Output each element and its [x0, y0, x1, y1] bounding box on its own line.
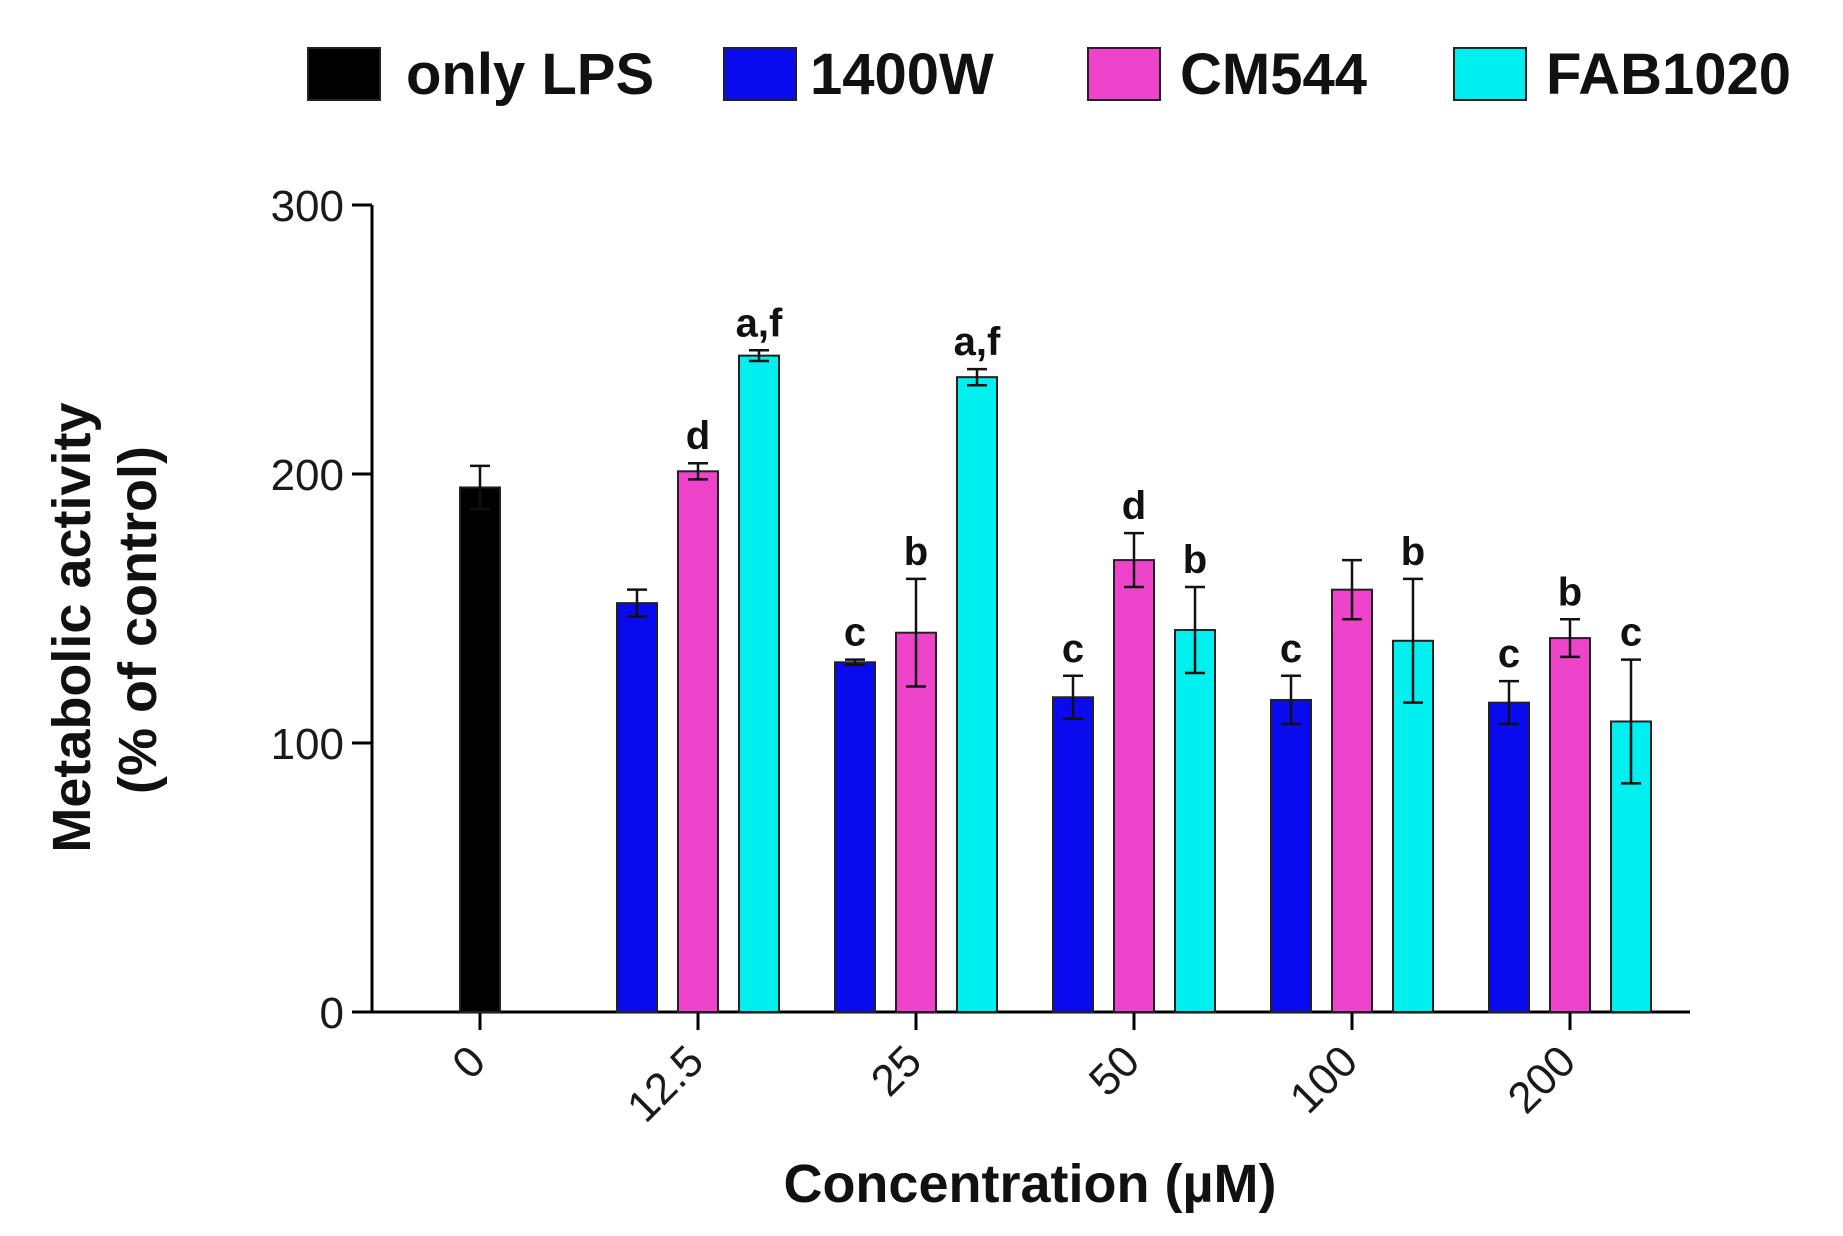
legend-label: FAB1020	[1546, 42, 1791, 107]
x-tick-label: 0	[443, 1036, 495, 1088]
significance-label: b	[904, 530, 928, 574]
bars	[459, 354, 1652, 1014]
legend-label: CM544	[1180, 42, 1367, 107]
legend-swatch	[1087, 47, 1161, 101]
error-bar	[1560, 618, 1580, 659]
legend-label: 1400W	[810, 42, 994, 107]
bar	[1331, 588, 1373, 1013]
significance-label: c	[844, 611, 866, 655]
significance-label: b	[1558, 570, 1582, 614]
x-tick-label: 100	[1281, 1036, 1368, 1123]
y-ticks: 0 100 200 300	[271, 182, 372, 1038]
significance-label: c	[1498, 632, 1520, 676]
legend-label: only LPS	[406, 42, 654, 107]
error-bar	[906, 577, 926, 688]
bar	[956, 376, 998, 1014]
error-bar	[1063, 674, 1083, 721]
y-tick-label: 0	[320, 989, 344, 1038]
x-ticks: 0 12.5 25 50 100 200	[443, 1012, 1585, 1132]
error-bar	[1281, 674, 1301, 726]
bar	[1270, 698, 1312, 1014]
legend-item: FAB1020	[1453, 42, 1791, 107]
error-bars	[470, 349, 1641, 785]
bar	[677, 470, 719, 1013]
legend-item: only LPS	[307, 42, 654, 107]
significance-label: c	[1620, 611, 1642, 655]
significance-label: b	[1401, 530, 1425, 574]
error-bar	[845, 658, 865, 667]
y-axis-title-line-2: (% of control)	[108, 446, 168, 794]
legend-item: CM544	[1087, 42, 1367, 107]
x-tick-label: 25	[862, 1036, 931, 1105]
significance-label: d	[686, 414, 710, 458]
significance-label: c	[1062, 627, 1084, 671]
x-tick-label: 200	[1499, 1036, 1586, 1123]
x-tick-label: 50	[1080, 1036, 1149, 1105]
x-tick-label: 12.5	[618, 1036, 713, 1131]
error-bar	[749, 349, 769, 363]
y-tick-label: 100	[271, 720, 344, 769]
error-bar	[967, 367, 987, 387]
legend-swatch	[1453, 47, 1527, 101]
bar	[895, 631, 937, 1014]
bar	[459, 486, 501, 1013]
legend-item: 1400W	[723, 42, 994, 107]
bar	[1549, 637, 1591, 1014]
y-tick-label: 200	[271, 451, 344, 500]
significance-label: b	[1183, 538, 1207, 582]
bar	[616, 602, 658, 1013]
significance-label: a,f	[736, 301, 783, 345]
significance-label: d	[1122, 484, 1146, 528]
significance-label: a,f	[954, 320, 1001, 364]
error-bar	[1621, 658, 1641, 785]
bar	[1113, 559, 1155, 1014]
y-axis-title: Metabolic activity (% of control)	[42, 387, 168, 852]
y-tick-label: 300	[271, 182, 344, 231]
x-axis-title: Concentration (µM)	[783, 1154, 1276, 1214]
legend-swatch	[307, 47, 381, 101]
error-bar	[1403, 577, 1423, 704]
error-bar	[1499, 679, 1519, 726]
legend-swatch	[723, 47, 797, 101]
bar	[1488, 701, 1530, 1014]
y-axis-title-line-1: Metabolic activity	[42, 402, 102, 852]
bar	[738, 354, 780, 1013]
error-bar	[470, 464, 490, 511]
error-bar	[688, 461, 708, 481]
bar	[834, 661, 876, 1013]
error-bar	[1185, 585, 1205, 675]
error-bar	[1342, 558, 1362, 621]
error-bar	[1124, 531, 1144, 589]
significance-label: c	[1280, 627, 1302, 671]
error-bar	[627, 588, 647, 618]
bar	[1052, 696, 1094, 1014]
axes	[370, 205, 1690, 1014]
bar	[1174, 629, 1216, 1014]
legend: only LPS 1400W CM544 FAB1020	[307, 42, 1791, 107]
